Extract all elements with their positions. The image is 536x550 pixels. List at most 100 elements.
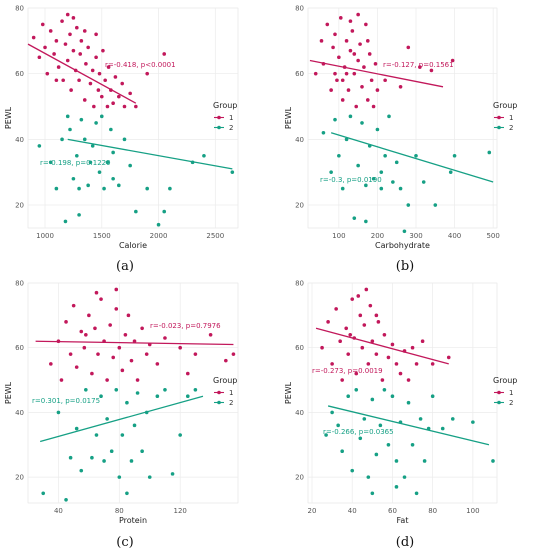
x-tick-label: 300 bbox=[409, 232, 422, 240]
data-point-group-2 bbox=[68, 455, 73, 460]
data-point-group-1 bbox=[99, 94, 104, 99]
data-point-group-2 bbox=[418, 417, 423, 421]
legend-key-point bbox=[217, 400, 221, 405]
data-point-group-2 bbox=[430, 394, 435, 399]
data-point-group-1 bbox=[418, 65, 422, 69]
data-point-group-1 bbox=[71, 48, 76, 53]
data-point-group-1 bbox=[49, 362, 53, 366]
data-point-group-1 bbox=[320, 345, 324, 350]
x-tick-label: 80 bbox=[428, 507, 437, 515]
data-point-group-2 bbox=[156, 222, 161, 227]
scatter-panel-4: 20 40 60 80 100 20 40 60 80 Fat PEWL r=-0.273, p=0.… bbox=[284, 280, 517, 550]
legend-label: 1 bbox=[509, 389, 513, 397]
data-point-group-1 bbox=[155, 362, 160, 366]
plot-area bbox=[307, 7, 498, 229]
data-point-group-1 bbox=[111, 101, 115, 106]
data-point-group-1 bbox=[61, 78, 65, 83]
data-point-group-1 bbox=[84, 332, 88, 337]
data-point-group-2 bbox=[379, 186, 384, 191]
data-point-group-1 bbox=[77, 78, 81, 83]
data-point-group-2 bbox=[370, 491, 375, 496]
data-point-group-1 bbox=[108, 323, 112, 327]
data-point-group-2 bbox=[56, 410, 61, 415]
data-point-group-2 bbox=[448, 170, 453, 174]
y-tick-label: 40 bbox=[15, 409, 24, 417]
y-tick-label: 40 bbox=[295, 409, 304, 417]
data-point-group-1 bbox=[371, 104, 376, 109]
data-point-group-2 bbox=[452, 153, 457, 158]
data-point-group-1 bbox=[69, 88, 73, 92]
data-point-group-2 bbox=[99, 394, 103, 399]
y-tick-label: 80 bbox=[295, 5, 304, 13]
data-point-group-2 bbox=[97, 170, 102, 174]
data-point-group-2 bbox=[410, 442, 415, 447]
data-point-group-1 bbox=[370, 339, 375, 344]
data-point-group-1 bbox=[113, 75, 118, 79]
data-point-group-2 bbox=[125, 491, 129, 496]
trend-line-group-1 bbox=[315, 327, 449, 365]
legend-label: 2 bbox=[229, 399, 233, 407]
data-point-group-1 bbox=[420, 339, 425, 344]
data-point-group-1 bbox=[410, 345, 415, 350]
data-point-group-2 bbox=[79, 468, 84, 473]
data-point-group-2 bbox=[356, 163, 360, 168]
data-point-group-1 bbox=[92, 104, 96, 109]
data-point-group-1 bbox=[346, 352, 351, 356]
x-tick-label: 1000 bbox=[36, 232, 54, 240]
data-point-group-1 bbox=[120, 368, 125, 373]
data-point-group-1 bbox=[374, 352, 379, 356]
data-point-group-1 bbox=[333, 32, 337, 37]
data-point-group-2 bbox=[422, 459, 427, 463]
panel-caption: (c) bbox=[116, 535, 133, 550]
data-point-group-1 bbox=[364, 287, 369, 292]
data-point-group-1 bbox=[369, 78, 374, 83]
x-tick-label: 1500 bbox=[93, 232, 111, 240]
data-point-group-1 bbox=[60, 19, 64, 23]
data-point-group-1 bbox=[90, 371, 94, 376]
data-point-group-2 bbox=[406, 203, 411, 207]
data-point-group-1 bbox=[79, 329, 84, 334]
data-point-group-1 bbox=[329, 88, 333, 92]
y-tick-label: 40 bbox=[295, 136, 304, 144]
data-point-group-1 bbox=[163, 336, 167, 340]
data-point-group-1 bbox=[386, 355, 391, 360]
data-point-group-1 bbox=[350, 297, 355, 301]
legend-label: 2 bbox=[229, 124, 233, 132]
legend-label: 2 bbox=[509, 399, 513, 407]
data-point-group-2 bbox=[163, 387, 167, 392]
data-point-group-1 bbox=[54, 78, 59, 83]
data-point-group-2 bbox=[382, 387, 387, 392]
data-point-group-1 bbox=[193, 352, 198, 356]
y-tick-label: 20 bbox=[15, 202, 24, 210]
data-point-group-1 bbox=[56, 65, 61, 69]
data-point-group-2 bbox=[364, 183, 368, 188]
legend-key-point bbox=[217, 125, 221, 130]
plot-area bbox=[27, 7, 239, 229]
data-point-group-1 bbox=[82, 345, 87, 350]
data-point-group-1 bbox=[365, 98, 370, 102]
data-point-group-1 bbox=[406, 45, 411, 50]
legend-key-point bbox=[497, 390, 501, 395]
data-point-group-1 bbox=[106, 65, 111, 69]
data-point-group-1 bbox=[71, 303, 76, 308]
legend-key-point bbox=[217, 390, 221, 395]
legend-key-point bbox=[497, 125, 501, 130]
trend-line-group-2 bbox=[327, 405, 490, 446]
y-tick-label: 60 bbox=[295, 70, 304, 78]
data-point-group-1 bbox=[99, 297, 103, 301]
data-point-group-2 bbox=[162, 209, 167, 214]
data-point-group-2 bbox=[336, 423, 340, 428]
data-point-group-2 bbox=[105, 417, 109, 421]
data-point-group-1 bbox=[71, 16, 76, 20]
data-point-group-2 bbox=[140, 449, 144, 454]
data-point-group-2 bbox=[125, 400, 129, 405]
x-tick-label: 2000 bbox=[150, 232, 168, 240]
data-point-group-1 bbox=[43, 45, 47, 50]
y-axis-label: PEWL bbox=[284, 381, 293, 404]
data-point-group-1 bbox=[364, 22, 368, 27]
data-point-group-2 bbox=[421, 180, 426, 184]
x-tick-label: 120 bbox=[173, 507, 186, 515]
y-axis-label: PEWL bbox=[4, 106, 13, 129]
y-tick-label: 80 bbox=[15, 5, 24, 13]
